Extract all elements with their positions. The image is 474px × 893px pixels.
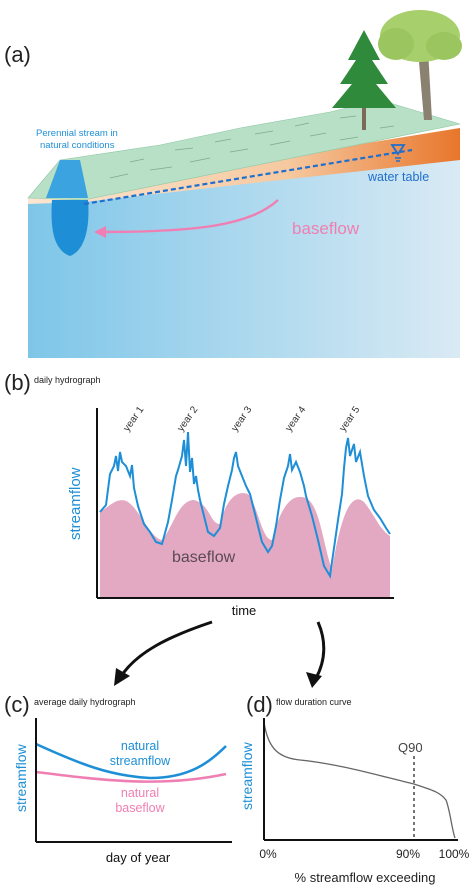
panel-b-fill-label: baseflow [172,549,236,566]
baseflow-arrow [99,199,279,234]
year-labels: year 1 year 2 year 3 year 4 year 5 [121,404,362,433]
year-label-2: year 2 [175,404,200,433]
pine-tree-icon [332,30,396,130]
water-table-icon [390,144,406,156]
arrow-to-d-head [306,672,322,688]
panel-c: (c) average daily hydrograph streamflow … [4,692,232,865]
stream-channel [46,160,88,198]
natural-baseflow-curve [35,770,227,783]
baseflow-fill-area [100,493,390,598]
panel-b-y-label: streamflow [67,467,84,540]
q90-label: Q90 [398,740,423,755]
year-label-4: year 4 [283,404,308,433]
panel-c-x-label: day of year [106,850,171,865]
water-table-label: water table [367,170,429,184]
panel-b-title: daily hydrograph [34,375,101,385]
series1-label-line2: streamflow [110,754,171,768]
stream-label-line2: natural conditions [40,140,115,151]
arrow-to-d [314,621,326,679]
groundwater-block [28,145,460,358]
arrow-to-c-head [114,668,130,686]
natural-streamflow-curve [35,742,227,780]
connector-arrows [114,620,326,688]
baseflow-arrowhead [94,226,106,238]
stream-body [51,200,89,256]
stream-label-line1: Perennial stream in [36,128,118,139]
series1-label-line1: natural [121,739,159,753]
panel-d-title: flow duration curve [276,697,352,707]
panel-b: (b) daily hydrograph year 1 year 2 year … [4,370,394,618]
series2-label-line1: natural [121,786,159,800]
panel-c-y-label: streamflow [13,743,29,812]
tick-label-0: 0% [259,847,277,861]
panel-b-x-label: time [232,603,257,618]
panel-d: (d) flow duration curve Q90 streamflow 0… [239,692,470,885]
panel-d-label: (d) [246,692,273,717]
panel-c-label: (c) [4,692,30,717]
arrow-to-c [118,620,213,679]
baseflow-label: baseflow [292,219,360,238]
series2-label-line2: baseflow [115,801,165,815]
panel-d-y-label: streamflow [239,741,255,810]
year-label-3: year 3 [229,404,254,433]
tick-label-90: 90% [396,847,420,861]
flow-duration-curve [263,721,456,839]
year-label-5: year 5 [337,404,362,433]
year-label-1: year 1 [121,404,146,433]
panel-c-title: average daily hydrograph [34,697,136,707]
panel-b-label: (b) [4,370,31,395]
panel-a-label: (a) [4,42,31,67]
deciduous-tree-icon [378,10,462,120]
streamflow-line [99,431,391,579]
panel-d-x-label: % streamflow exceeding [295,870,436,885]
panel-a: (a) [4,10,462,358]
land-texture [109,115,395,179]
tick-label-100: 100% [439,847,470,861]
